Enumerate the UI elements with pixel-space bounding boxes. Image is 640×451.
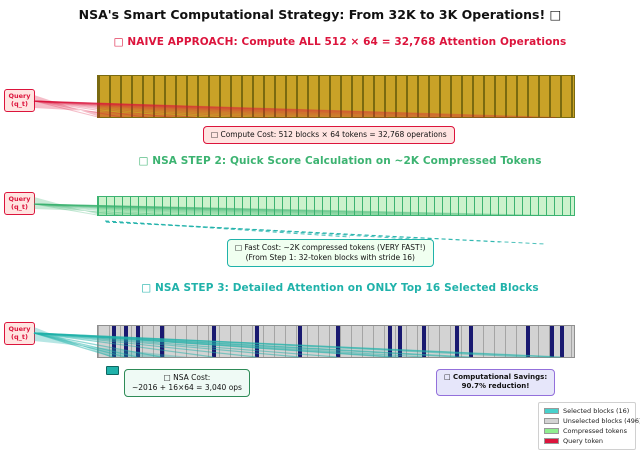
selected-block-marker xyxy=(106,366,119,375)
step3-heading: □ NSA STEP 3: Detailed Attention on ONLY… xyxy=(141,282,539,294)
compute-cost-callout: □ Compute Cost: 512 blocks × 64 tokens =… xyxy=(203,126,455,145)
query-token-swatch xyxy=(544,438,559,444)
nsa-cost-line2: ~2016 + 16×64 = 3,040 ops xyxy=(132,383,242,393)
attention-line xyxy=(33,203,101,216)
selected-block xyxy=(397,326,402,357)
selected-block xyxy=(159,326,164,357)
selected-block xyxy=(255,326,260,357)
selected-blocks-bar xyxy=(97,325,575,358)
legend-label: Selected blocks (16) xyxy=(563,407,630,415)
selected-block xyxy=(336,326,340,357)
legend-label: Compressed tokens xyxy=(563,427,628,435)
selected-block xyxy=(421,326,426,357)
selected-block xyxy=(124,326,129,357)
fast-cost-callout: □ Fast Cost: ~2K compressed tokens (VERY… xyxy=(227,239,434,268)
legend: Selected blocks (16) Unselected blocks (… xyxy=(538,402,640,450)
selected-block xyxy=(388,326,393,357)
query-sublabel: (q_t) xyxy=(11,332,28,341)
attention-line xyxy=(104,220,351,238)
selected-block xyxy=(112,326,117,357)
query-box-naive: Query (q_t) xyxy=(4,89,35,112)
nsa-cost-line1: □ NSA Cost: xyxy=(163,373,211,382)
attention-line xyxy=(33,100,101,118)
selected-blocks-swatch xyxy=(544,408,559,414)
query-sublabel: (q_t) xyxy=(11,99,28,108)
selected-block xyxy=(136,326,141,357)
legend-item-query: Query token xyxy=(544,436,630,446)
legend-item-selected: Selected blocks (16) xyxy=(544,406,630,416)
compressed-tokens-bar xyxy=(97,196,575,216)
savings-line1: □ Computational Savings: xyxy=(444,373,548,381)
figure-title: NSA's Smart Computational Strategy: From… xyxy=(78,7,562,22)
query-label: Query xyxy=(8,195,31,204)
selected-block xyxy=(526,326,531,357)
compressed-tokens-swatch xyxy=(544,428,559,434)
query-box-step3: Query (q_t) xyxy=(4,322,35,345)
query-sublabel: (q_t) xyxy=(11,202,28,211)
step2-heading: □ NSA STEP 2: Quick Score Calculation on… xyxy=(138,155,542,167)
selected-block xyxy=(469,326,474,357)
naive-blocks-bar xyxy=(97,75,575,118)
query-label: Query xyxy=(8,325,31,334)
selected-block xyxy=(212,326,217,357)
attention-line xyxy=(104,220,431,241)
legend-item-unselected: Unselected blocks (496) xyxy=(544,416,640,426)
savings-callout: □ Computational Savings: 90.7% reduction… xyxy=(436,369,556,396)
legend-label: Query token xyxy=(563,437,603,445)
query-box-step2: Query (q_t) xyxy=(4,192,35,215)
unselected-blocks-swatch xyxy=(544,418,559,424)
legend-label: Unselected blocks (496) xyxy=(563,417,640,425)
legend-item-compressed: Compressed tokens xyxy=(544,426,630,436)
savings-line2: 90.7% reduction! xyxy=(461,382,530,391)
naive-heading: □ NAIVE APPROACH: Compute ALL 512 × 64 =… xyxy=(113,36,567,48)
selected-block xyxy=(455,326,459,357)
selected-block xyxy=(559,326,564,357)
compute-cost-text: □ Compute Cost: 512 blocks × 64 tokens =… xyxy=(211,130,447,139)
nsa-cost-callout: □ NSA Cost: ~2016 + 16×64 = 3,040 ops xyxy=(124,369,250,398)
selected-block xyxy=(550,326,555,357)
query-label: Query xyxy=(8,92,31,101)
selected-block xyxy=(297,326,302,357)
fast-cost-line1: □ Fast Cost: ~2K compressed tokens (VERY… xyxy=(235,243,426,252)
fast-cost-line2: (From Step 1: 32-token blocks with strid… xyxy=(245,253,415,263)
